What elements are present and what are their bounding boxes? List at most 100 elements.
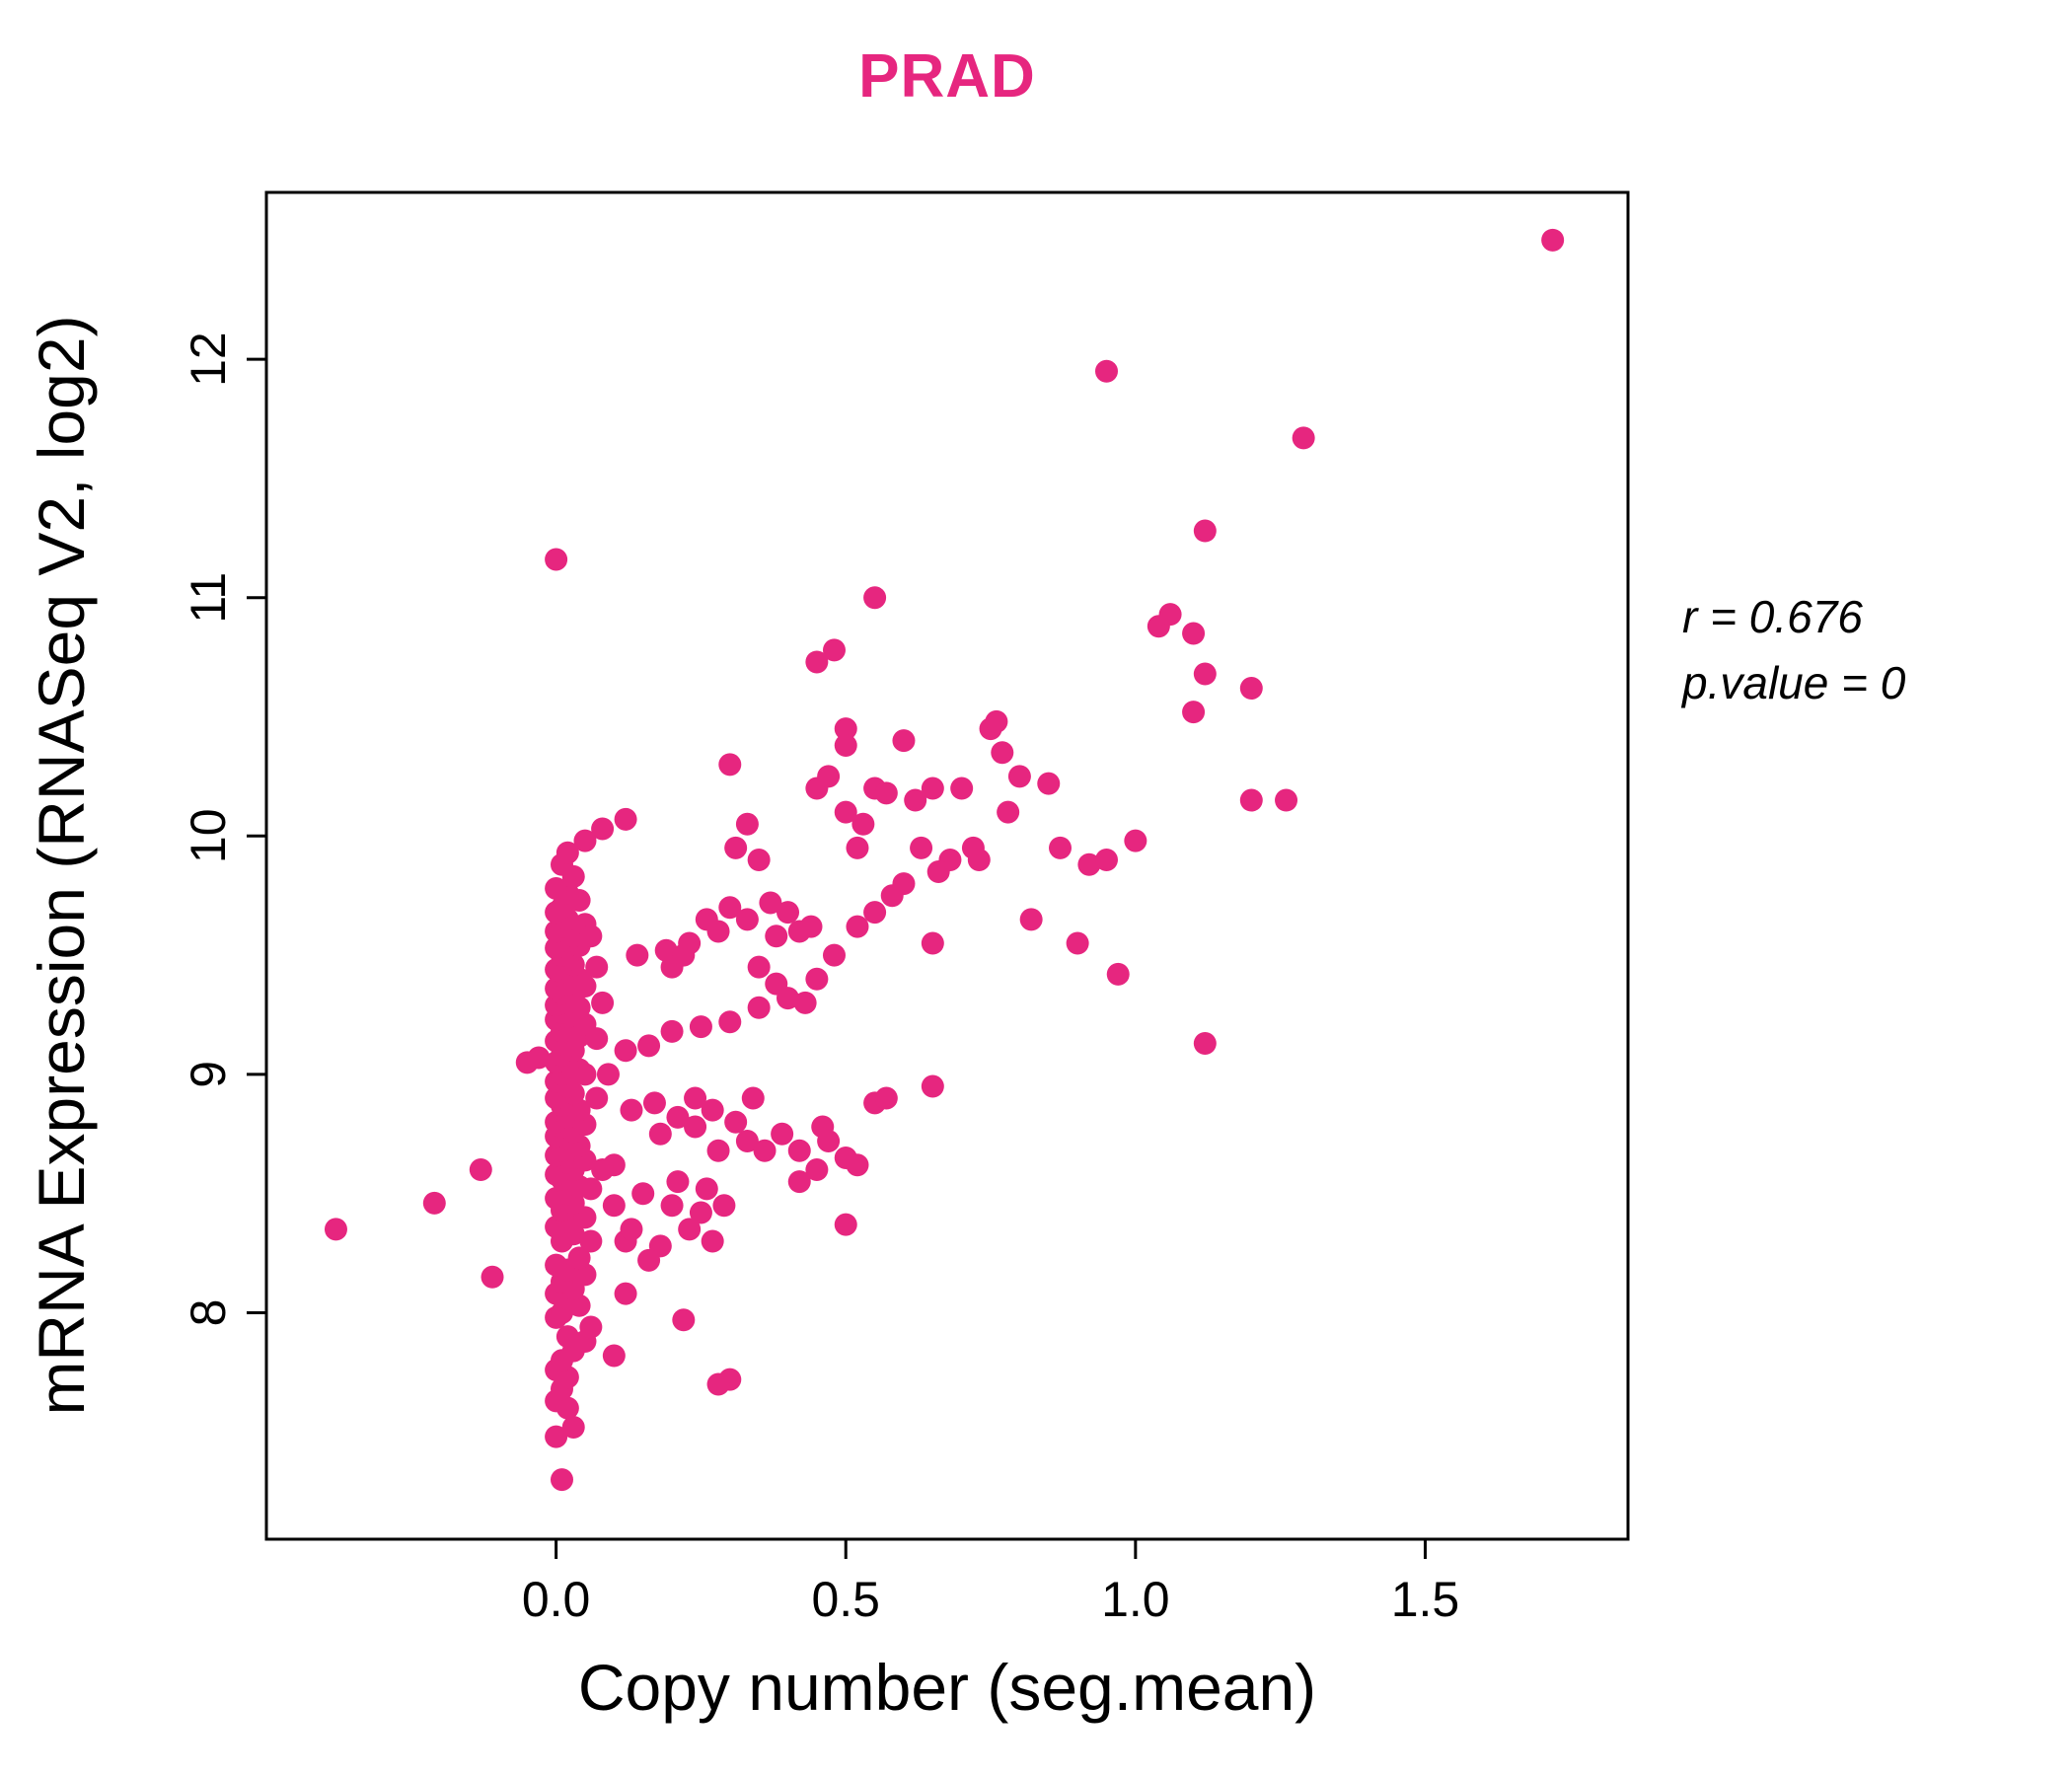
scatter-point — [1007, 765, 1031, 788]
scatter-point — [735, 908, 759, 931]
scatter-point — [874, 1086, 898, 1110]
scatter-point — [1292, 426, 1315, 450]
scatter-point — [863, 901, 887, 925]
scatter-point — [637, 1248, 661, 1272]
scatter-point — [678, 1218, 702, 1241]
scatter-point — [921, 931, 944, 955]
scatter-point — [545, 1425, 568, 1448]
scatter-point — [805, 967, 829, 991]
scatter-point — [626, 943, 649, 967]
scatter-point — [527, 1046, 551, 1070]
scatter-point — [561, 1415, 585, 1439]
scatter-point — [689, 1201, 712, 1224]
scatter-point — [585, 1086, 609, 1110]
scatter-point — [1239, 788, 1263, 812]
scatter-point — [567, 1246, 591, 1270]
annotation-p-value: p.value = 0 — [1682, 656, 1906, 708]
scatter-point — [573, 829, 597, 852]
scatter-point — [921, 1074, 944, 1098]
y-tick-label: 9 — [181, 1061, 236, 1088]
scatter-point — [1193, 1031, 1217, 1055]
scatter-point — [660, 1019, 684, 1043]
plot-border — [264, 190, 1630, 1541]
annotation-r-value: r = 0.676 — [1682, 591, 1863, 642]
scatter-point — [718, 896, 742, 920]
scatter-point — [545, 1253, 568, 1277]
scatter-point — [602, 1344, 626, 1368]
y-tick-label: 10 — [181, 808, 236, 863]
scatter-point — [1019, 908, 1043, 931]
scatter-point — [834, 733, 857, 757]
scatter-point — [753, 1139, 777, 1162]
x-tick-label: 1.0 — [1101, 1572, 1170, 1627]
scatter-point — [550, 1468, 573, 1492]
scatter-point — [620, 1098, 643, 1122]
scatter-point — [997, 800, 1020, 824]
scatter-point — [660, 1194, 684, 1218]
scatter-point — [689, 1015, 712, 1039]
x-axis-label: Copy number (seg.mean) — [577, 1651, 1317, 1724]
scatter-point — [614, 1282, 637, 1305]
scatter-point — [555, 841, 579, 864]
y-tick-label: 8 — [181, 1299, 236, 1327]
scatter-point — [579, 1315, 603, 1339]
scatter-point — [706, 1139, 730, 1162]
scatter-point — [712, 1194, 736, 1218]
scatter-point — [1158, 603, 1182, 627]
scatter-point — [684, 1086, 707, 1110]
scatter-point — [747, 955, 771, 979]
scatter-point — [602, 1194, 626, 1218]
correlation-annotation: r = 0.676 p.value = 0 — [1682, 584, 1905, 715]
scatter-point — [805, 1158, 829, 1182]
scatter-point — [596, 1063, 620, 1086]
scatter-point — [1193, 662, 1217, 686]
scatter-point — [545, 876, 568, 900]
y-tick-label: 12 — [181, 332, 236, 387]
scatter-point — [666, 1170, 690, 1194]
scatter-point — [620, 1218, 643, 1241]
scatter-point — [585, 955, 609, 979]
scatter-point — [777, 901, 800, 925]
scatter-point — [724, 1110, 748, 1134]
scatter-point — [545, 548, 568, 571]
x-tick-label: 0.5 — [811, 1572, 880, 1627]
scatter-point — [921, 777, 944, 800]
scatter-point — [591, 991, 615, 1014]
scatter-point — [735, 812, 759, 836]
scatter-point — [747, 848, 771, 871]
scatter-point — [1541, 228, 1565, 252]
scatter-point — [834, 1213, 857, 1236]
scatter-point — [759, 891, 782, 915]
scatter-point — [846, 915, 869, 938]
scatter-point — [701, 1229, 724, 1253]
scatter-point — [863, 586, 887, 610]
scatter-point — [926, 860, 950, 884]
scatter-point — [1182, 701, 1206, 724]
scatter-point — [771, 1122, 794, 1146]
scatter-point — [422, 1191, 446, 1215]
scatter-point — [324, 1218, 347, 1241]
scatter-point — [787, 1170, 811, 1194]
scatter-point — [991, 741, 1014, 765]
scatter-point — [1094, 359, 1118, 383]
scatter-point — [614, 1039, 637, 1063]
scatter-point — [805, 650, 829, 674]
scatter-point — [1239, 677, 1263, 701]
scatter-point — [579, 1229, 603, 1253]
scatter-point — [555, 1325, 579, 1349]
scatter-point — [910, 836, 933, 859]
scatter-point — [765, 972, 788, 996]
scatter-point — [822, 638, 846, 662]
scatter-point — [1182, 622, 1206, 645]
scatter-point — [1275, 788, 1298, 812]
scatter-point — [724, 836, 748, 859]
scatter-point — [469, 1158, 492, 1182]
scatter-point — [817, 1130, 841, 1153]
scatter-point — [834, 800, 857, 824]
scatter-point — [701, 1098, 724, 1122]
scatter-point — [1077, 852, 1101, 876]
scatter-point — [579, 925, 603, 948]
scatter-point — [631, 1182, 655, 1206]
scatter-point — [1094, 848, 1118, 871]
